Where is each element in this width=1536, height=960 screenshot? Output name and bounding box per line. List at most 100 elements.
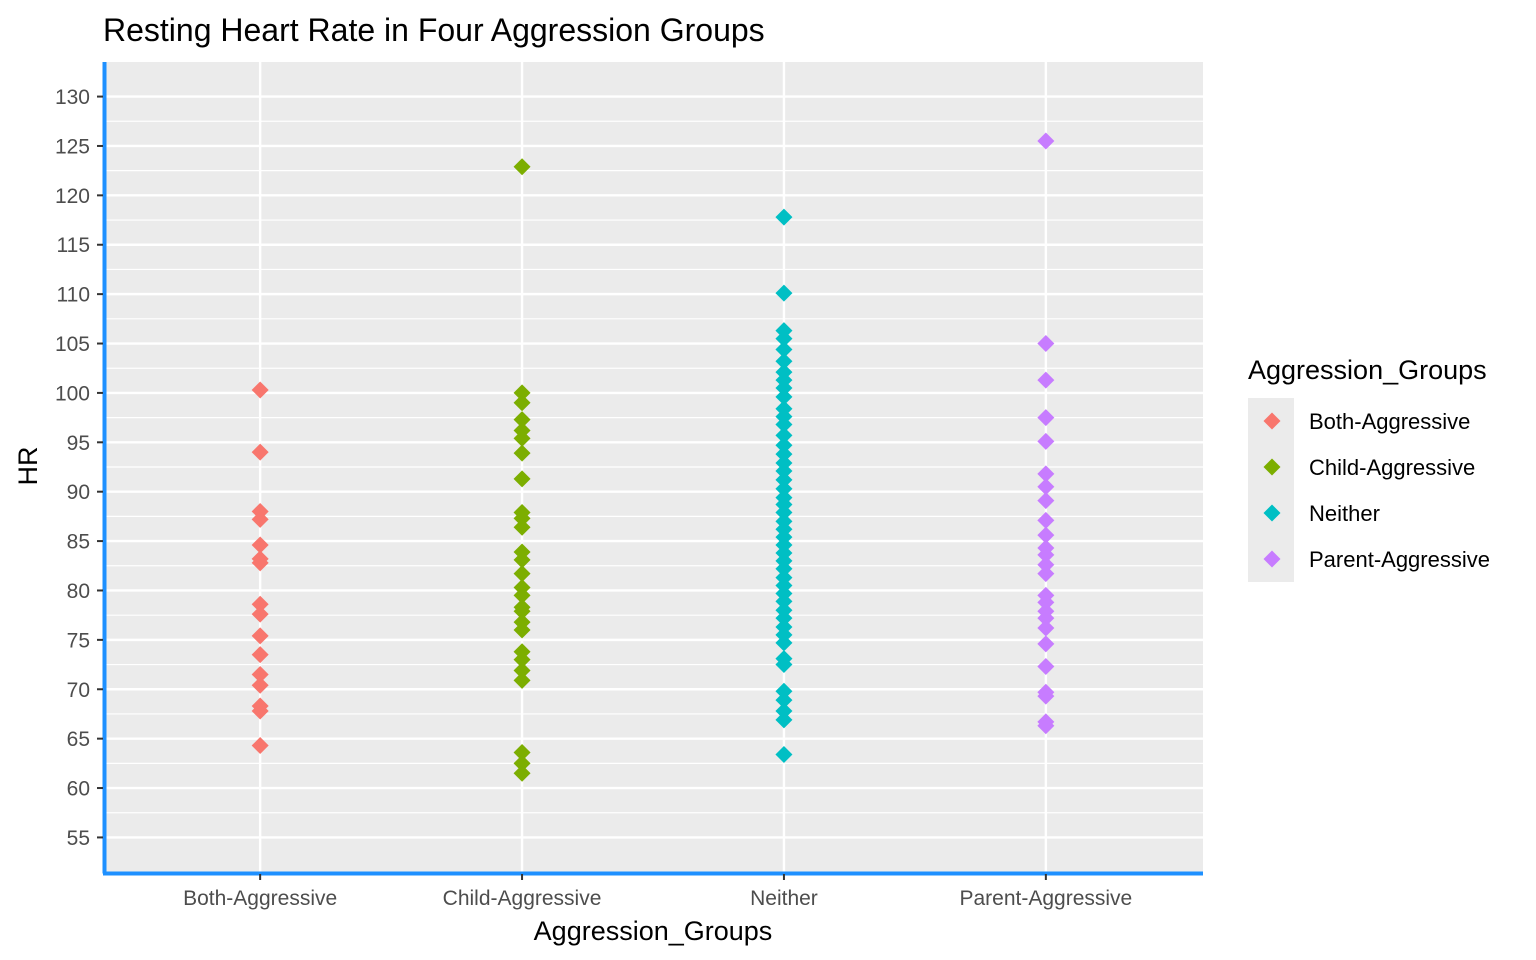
legend-key-background xyxy=(1248,398,1294,582)
data-point-both-aggressive xyxy=(251,627,269,645)
data-point-neither xyxy=(775,634,793,652)
x-axis-ticks: Both-Aggressive Child-Aggressive Neither Pa… xyxy=(183,874,1132,910)
y-tick-label: 100 xyxy=(55,382,90,405)
x-tick-label: Child-Aggressive xyxy=(443,887,602,910)
data-point-parent-aggressive xyxy=(1037,371,1055,389)
data-point-parent-aggressive xyxy=(1037,478,1055,496)
legend-key-child-aggressive xyxy=(1263,458,1281,476)
data-point-parent-aggressive xyxy=(1037,511,1055,529)
data-point-parent-aggressive xyxy=(1037,717,1055,735)
y-tick-label: 55 xyxy=(67,827,90,850)
y-tick-label: 90 xyxy=(67,481,90,504)
y-tick-label: 65 xyxy=(67,728,90,751)
data-point-child-aggressive xyxy=(513,661,531,679)
data-point-child-aggressive xyxy=(513,518,531,536)
legend: Aggression_Groups Both-Aggressive Child-A… xyxy=(1248,355,1490,582)
data-point-parent-aggressive xyxy=(1037,132,1055,150)
data-point-child-aggressive xyxy=(513,444,531,462)
data-point-both-aggressive xyxy=(251,702,269,720)
chart-title: Resting Heart Rate in Four Aggression Gr… xyxy=(103,12,765,48)
data-point-both-aggressive xyxy=(251,665,269,683)
data-point-child-aggressive xyxy=(513,394,531,412)
x-tick-label: Neither xyxy=(750,887,818,910)
y-tick-label: 110 xyxy=(57,284,90,307)
data-point-neither xyxy=(775,592,793,610)
data-point-parent-aggressive xyxy=(1037,556,1055,574)
minor-gridlines xyxy=(103,120,1203,814)
data-point-child-aggressive xyxy=(513,429,531,447)
data-point-child-aggressive xyxy=(513,743,531,761)
data-point-child-aggressive xyxy=(513,509,531,527)
data-point-neither xyxy=(775,352,793,370)
data-point-parent-aggressive xyxy=(1037,546,1055,564)
data-point-parent-aggressive xyxy=(1037,609,1055,627)
data-point-neither xyxy=(775,379,793,397)
legend-label: Both-Aggressive xyxy=(1309,409,1470,434)
legend-label: Parent-Aggressive xyxy=(1309,547,1490,572)
legend-label: Neither xyxy=(1309,501,1380,526)
data-point-child-aggressive xyxy=(513,754,531,772)
data-point-both-aggressive xyxy=(251,605,269,623)
data-point-neither xyxy=(775,745,793,763)
major-gridlines xyxy=(103,62,1203,872)
data-point-neither xyxy=(775,340,793,358)
data-point-child-aggressive xyxy=(513,470,531,488)
data-point-both-aggressive xyxy=(251,737,269,755)
data-point-parent-aggressive xyxy=(1037,409,1055,427)
y-tick-label: 95 xyxy=(67,432,90,455)
legend-label: Child-Aggressive xyxy=(1309,455,1475,480)
data-point-parent-aggressive xyxy=(1037,465,1055,483)
data-point-child-aggressive xyxy=(513,602,531,620)
y-tick-label: 130 xyxy=(55,86,90,109)
data-point-both-aggressive xyxy=(251,676,269,694)
data-point-neither xyxy=(775,436,793,454)
legend-key-both-aggressive xyxy=(1263,412,1281,430)
data-point-neither xyxy=(775,609,793,627)
y-axis-title: HR xyxy=(13,447,43,486)
y-tick-label: 125 xyxy=(55,135,90,158)
data-point-both-aggressive xyxy=(251,443,269,461)
data-point-neither xyxy=(775,702,793,720)
data-point-neither xyxy=(775,445,793,463)
data-point-child-aggressive xyxy=(513,565,531,583)
legend-key-neither xyxy=(1263,504,1281,522)
data-point-both-aggressive xyxy=(251,536,269,554)
data-point-parent-aggressive xyxy=(1037,593,1055,611)
y-axis-ticks: 55 60 65 70 75 80 85 90 95 100 105 110 115 120 125 130 xyxy=(55,86,103,850)
data-point-parent-aggressive xyxy=(1037,635,1055,653)
data-point-child-aggressive xyxy=(513,551,531,569)
x-tick-label: Parent-Aggressive xyxy=(959,887,1132,910)
data-point-neither xyxy=(775,284,793,302)
data-point-child-aggressive xyxy=(513,384,531,402)
data-point-neither xyxy=(775,330,793,348)
x-tick-label: Both-Aggressive xyxy=(183,887,337,910)
data-point-both-aggressive xyxy=(251,381,269,399)
y-tick-label: 75 xyxy=(67,629,90,652)
data-point-child-aggressive xyxy=(513,586,531,604)
x-axis-title: Aggression_Groups xyxy=(534,916,773,946)
y-tick-label: 115 xyxy=(57,234,90,257)
y-tick-label: 85 xyxy=(67,531,90,554)
data-point-parent-aggressive xyxy=(1037,526,1055,544)
data-point-parent-aggressive xyxy=(1037,619,1055,637)
data-point-neither xyxy=(775,208,793,226)
data-point-parent-aggressive xyxy=(1037,687,1055,705)
data-point-neither xyxy=(775,471,793,489)
data-point-neither xyxy=(775,691,793,709)
data-point-child-aggressive xyxy=(513,671,531,689)
data-point-neither xyxy=(775,656,793,674)
data-point-child-aggressive xyxy=(513,764,531,782)
data-point-neither xyxy=(775,388,793,406)
data-point-neither xyxy=(775,480,793,498)
data-point-both-aggressive xyxy=(251,554,269,572)
data-point-child-aggressive xyxy=(513,411,531,429)
data-points xyxy=(251,132,1055,782)
data-point-both-aggressive xyxy=(251,510,269,528)
data-point-child-aggressive xyxy=(513,621,531,639)
legend-title: Aggression_Groups xyxy=(1248,355,1487,385)
data-point-parent-aggressive xyxy=(1037,432,1055,450)
legend-key-parent-aggressive xyxy=(1263,550,1281,568)
data-point-child-aggressive xyxy=(513,651,531,669)
data-point-neither xyxy=(775,426,793,444)
data-point-both-aggressive xyxy=(251,595,269,613)
